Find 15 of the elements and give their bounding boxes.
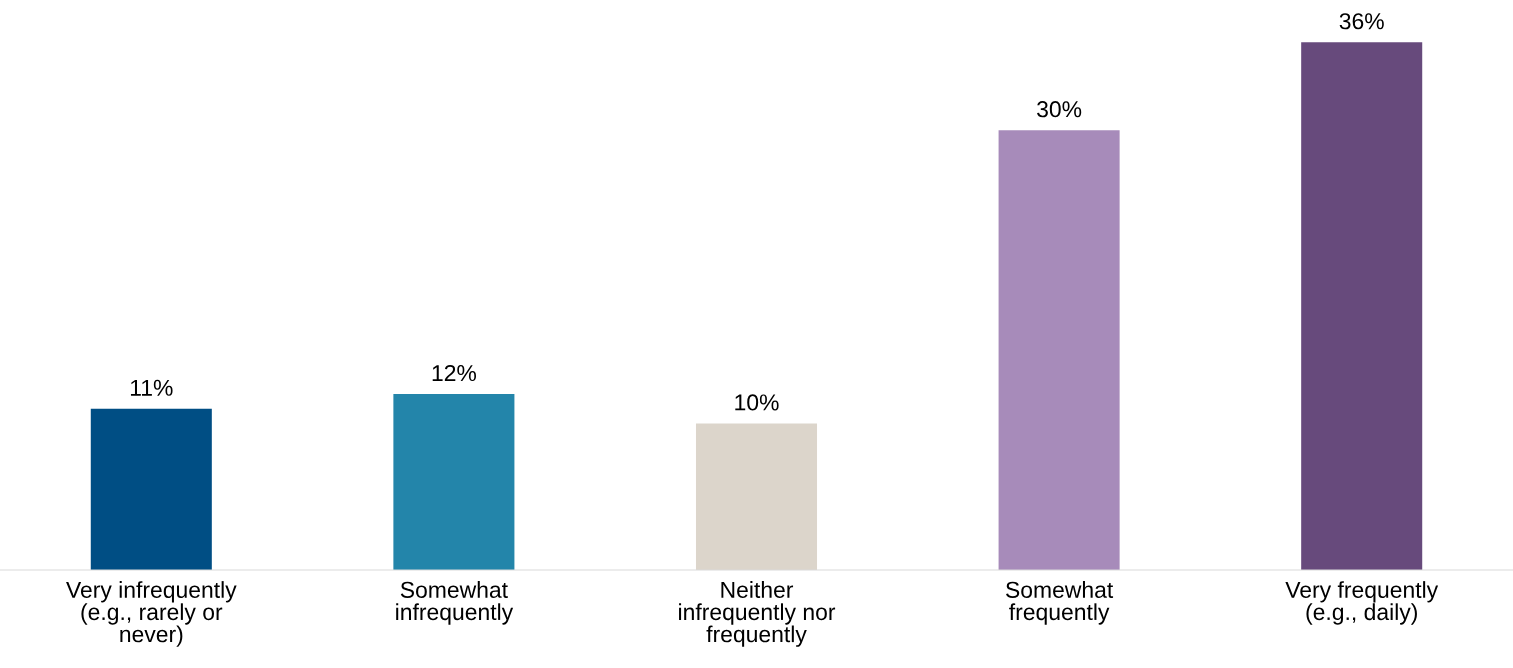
data-label: 30% bbox=[1037, 101, 1082, 118]
x-tick-label: Very frequently (e.g., daily) bbox=[1285, 581, 1439, 625]
bar bbox=[998, 130, 1120, 570]
data-label: 12% bbox=[432, 364, 477, 382]
bar bbox=[695, 423, 818, 570]
x-tick-label: Somewhat infrequently bbox=[396, 581, 514, 625]
data-label: 11% bbox=[130, 379, 173, 396]
x-tick-label: Neither infrequently nor frequently bbox=[679, 581, 836, 647]
bar bbox=[393, 394, 515, 570]
bar bbox=[90, 408, 212, 570]
data-label: 36% bbox=[1339, 13, 1384, 30]
x-tick-label: Very infrequently (e.g., rarely or never) bbox=[66, 581, 237, 647]
x-tick-label: Somewhat frequently bbox=[1006, 581, 1114, 625]
bar bbox=[1301, 42, 1423, 570]
data-label: 10% bbox=[735, 394, 779, 411]
